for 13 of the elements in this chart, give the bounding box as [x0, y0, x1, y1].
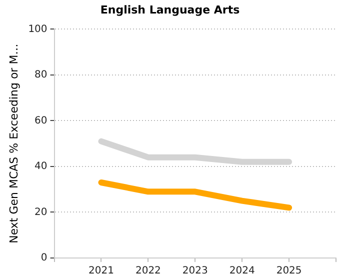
y-axis-title: Next Gen MCAS % Exceeding or M…	[7, 44, 20, 244]
y-tick-label: 80	[34, 70, 48, 81]
x-tick-label: 2025	[276, 266, 302, 277]
x-tick-label: 2021	[88, 266, 114, 277]
y-tick-label: 0	[40, 252, 48, 264]
y-tick-label: 100	[28, 24, 48, 35]
chart-title: English Language Arts	[100, 3, 240, 16]
y-tick-label: 40	[34, 161, 48, 172]
x-tick-label: 2022	[135, 266, 161, 277]
x-tick-label: 2024	[229, 266, 255, 277]
x-tick-label: 2023	[182, 266, 208, 277]
y-tick-label: 20	[34, 206, 48, 218]
y-tick-label: 60	[34, 115, 48, 126]
